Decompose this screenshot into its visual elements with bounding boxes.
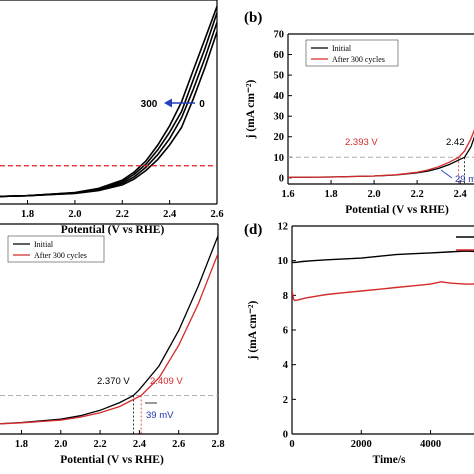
panel-d: 0 2000 4000 0 2 4 6 8 10 12 Time/s j (mA cm⁻²) (d) (244, 222, 474, 466)
cycle-arrow-head (164, 98, 172, 108)
overpotential-after: 2.393 V (345, 137, 378, 148)
y-tick-label: 4 (283, 360, 289, 371)
delta-arrow (440, 169, 453, 179)
legend-box (305, 39, 399, 67)
x-tick-label: 1.6 (281, 189, 294, 200)
x-tick-label: 2.0 (368, 189, 381, 200)
x-tick-label: 2.2 (94, 439, 107, 450)
legend-label-after: After 300 cycles (332, 55, 385, 64)
legend-label-initial: Initial (332, 44, 352, 53)
y-tick-label: 30 (274, 112, 285, 123)
x-axis-label: Potential (V vs RHE) (60, 454, 164, 466)
stability-curve-black (292, 250, 474, 264)
legend-label-initial: Initial (34, 240, 54, 249)
y-tick-label: 0 (279, 173, 284, 184)
panel-label-d: (d) (244, 222, 262, 238)
overpotential-delta: 39 mV (146, 410, 174, 421)
x-tick-label: 2.0 (54, 439, 67, 450)
y-tick-label: 50 (274, 71, 285, 82)
x-tick-label: 2.4 (133, 439, 147, 450)
x-tick-label: 1.8 (324, 189, 337, 200)
cycle-label-300: 300 (141, 99, 158, 110)
plot-area-b (288, 129, 474, 184)
y-axis-label: j (mA cm⁻²) (247, 300, 259, 360)
series-after-curve (288, 129, 474, 179)
y-tick-label: 0 (283, 430, 288, 441)
cycle-label-0: 0 (199, 99, 205, 110)
x-tick-label: 1.8 (21, 209, 34, 220)
cv-cycle-curve (0, 31, 217, 198)
x-tick-label: 2000 (351, 439, 372, 450)
overpotential-initial: 2.370 V (97, 376, 130, 387)
x-axis-label: Potential (V vs RHE) (345, 204, 449, 216)
x-axis-label: Potential (V vs RHE) (61, 224, 165, 236)
x-axis-label: Time/s (372, 454, 406, 466)
panel-label-b: (b) (244, 10, 262, 26)
overpotential-initial: 2.42 (446, 137, 465, 148)
series-after-curve (0, 253, 218, 425)
x-tick-label: 4000 (420, 439, 441, 450)
x-tick-label: 0 (289, 439, 294, 450)
y-tick-label: 20 (274, 132, 285, 143)
y-tick-label: 10 (278, 256, 289, 267)
legend-box (7, 235, 105, 263)
x-tick-label: 2.6 (172, 439, 185, 450)
panel-c: 1.8 2.0 2.2 2.4 2.6 2.8 Potential (V vs RHE) In… (0, 223, 225, 466)
legend-label-after: After 300 cycles (34, 251, 87, 260)
x-tick-label: 2.0 (68, 209, 81, 220)
panel-b: 1.61.82.02.22.42.010203040506070Potentia… (244, 10, 474, 216)
y-tick-label: 10 (274, 153, 285, 164)
plot-area-a (0, 6, 217, 198)
overpotential-after: 2.409 V (150, 376, 183, 387)
cv-cycle-curve (0, 22, 217, 198)
y-tick-label: 70 (274, 30, 285, 41)
cv-cycle-curve (0, 6, 217, 198)
y-tick-label: 60 (274, 50, 285, 61)
y-tick-label: 40 (274, 91, 285, 102)
plot-area-d (292, 250, 474, 302)
y-axis-label: j (mA cm⁻²) (245, 79, 257, 139)
x-tick-label: 2.2 (116, 209, 129, 220)
y-tick-label: 6 (283, 326, 288, 337)
x-tick-label: 2.8 (211, 439, 224, 450)
y-tick-label: 2 (283, 395, 288, 406)
x-tick-label: 2.4 (454, 189, 468, 200)
series-initial-curve (0, 235, 218, 425)
overpotential-delta: 29 m (455, 174, 474, 185)
y-tick-label: 8 (283, 291, 288, 302)
x-tick-label: 2.6 (210, 209, 223, 220)
panel-a: 1.8 2.0 2.2 2.4 2.6 Potential (V vs RHE) 300 0 (0, 0, 224, 236)
y-tick-label: 12 (278, 222, 289, 233)
cv-cycle-curve (0, 12, 217, 198)
x-tick-label: 2.2 (411, 189, 424, 200)
x-tick-label: 1.8 (15, 439, 28, 450)
stability-curve-red (292, 281, 474, 302)
x-tick-label: 2.4 (163, 209, 177, 220)
plot-area-c (0, 235, 218, 434)
